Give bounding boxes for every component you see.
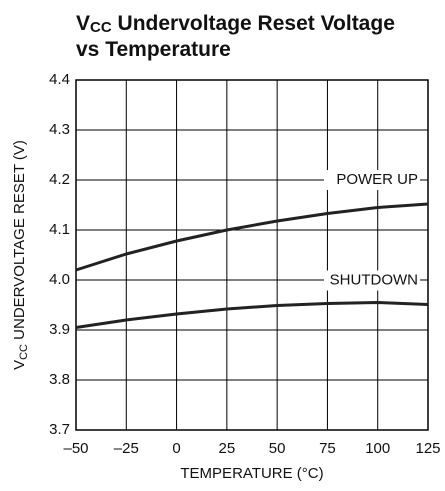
text-run: CC [18, 344, 30, 360]
x-tick-label: –50 [63, 440, 88, 457]
y-axis-label: VCC UNDERVOLTAGE RESET (V) [11, 140, 30, 370]
y-tick-label: 4.3 [49, 121, 70, 138]
y-tick-label: 3.8 [49, 371, 70, 388]
series-label-bg [324, 270, 420, 291]
series-label: POWER UP [336, 171, 418, 188]
text-run: CC [90, 19, 112, 36]
x-tick-label: 50 [269, 440, 286, 457]
x-tick-label: 125 [415, 440, 440, 457]
y-tick-label: 3.7 [49, 421, 70, 438]
text-run: vs Temperature [76, 38, 231, 61]
series-label: SHUTDOWN [330, 271, 418, 288]
x-tick-label: 0 [172, 440, 180, 457]
x-axis-label: TEMPERATURE (°C) [180, 465, 323, 482]
chart-title: VCC Undervoltage Reset Voltage [76, 12, 395, 36]
y-tick-label: 4.4 [49, 71, 70, 88]
y-tick-label: 3.9 [49, 321, 70, 338]
line-series [75, 301, 429, 329]
x-tick-label: 100 [365, 440, 390, 457]
y-tick-label: 4.1 [49, 221, 70, 238]
text-run: V [11, 360, 28, 370]
x-tick-label: 75 [319, 440, 336, 457]
text-run: V [76, 12, 90, 35]
chart-title: vs Temperature [76, 38, 231, 61]
x-tick-label: 25 [219, 440, 236, 457]
text-run: Undervoltage Reset Voltage [112, 12, 395, 35]
text-run: UNDERVOLTAGE RESET (V) [11, 140, 28, 344]
x-tick-label: –25 [114, 440, 139, 457]
y-tick-label: 4.0 [49, 271, 70, 288]
line-series [75, 202, 429, 272]
plot-frame [75, 79, 429, 431]
series-label-bg [324, 170, 420, 190]
y-tick-label: 4.2 [49, 171, 70, 188]
